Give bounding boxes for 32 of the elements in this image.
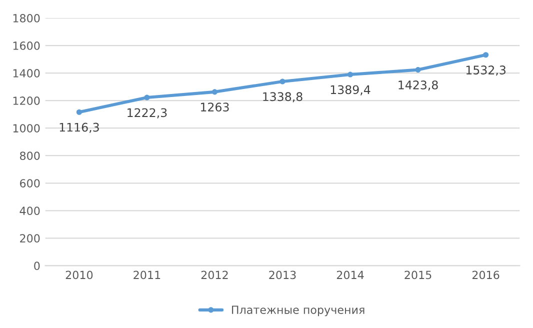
y-tick-label: 0: [34, 262, 40, 270]
y-tick-label: 600: [20, 179, 40, 188]
legend-label: Платежные поручения: [232, 306, 364, 316]
point: [415, 67, 421, 73]
data-label: 1389,4: [330, 85, 370, 96]
data-label: 1532,3: [466, 66, 506, 76]
x-tick-label: 2012: [201, 270, 228, 280]
x-tick-label: 2010: [66, 270, 93, 280]
data-label: 1116,3: [60, 122, 99, 133]
y-tick-label: 1400: [13, 69, 40, 78]
point: [280, 78, 286, 84]
point: [212, 89, 218, 95]
data-label: 1338,8: [263, 92, 302, 102]
x-tick-label: 2014: [336, 270, 364, 280]
point: [483, 52, 489, 58]
point: [144, 94, 150, 100]
point: [347, 72, 354, 78]
y-tick-label: 1800: [13, 14, 40, 22]
y-tick-label: 200: [20, 234, 40, 243]
x-tick-label: 2013: [269, 270, 296, 280]
x-tick-label: 2011: [134, 270, 160, 280]
data-label: 1263: [200, 102, 229, 112]
x-tick-label: 2015: [404, 270, 432, 280]
y-tick-label: 1000: [13, 124, 40, 132]
y-tick-label: 400: [20, 206, 40, 216]
point: [76, 109, 82, 115]
y-tick-label: 1200: [13, 96, 40, 105]
y-tick-label: 800: [20, 152, 40, 160]
data-label: 1423,8: [398, 80, 438, 91]
y-tick-label: 1600: [13, 42, 40, 50]
data-label: 1222,3: [128, 108, 167, 118]
x-tick-label: 2016: [472, 270, 500, 280]
